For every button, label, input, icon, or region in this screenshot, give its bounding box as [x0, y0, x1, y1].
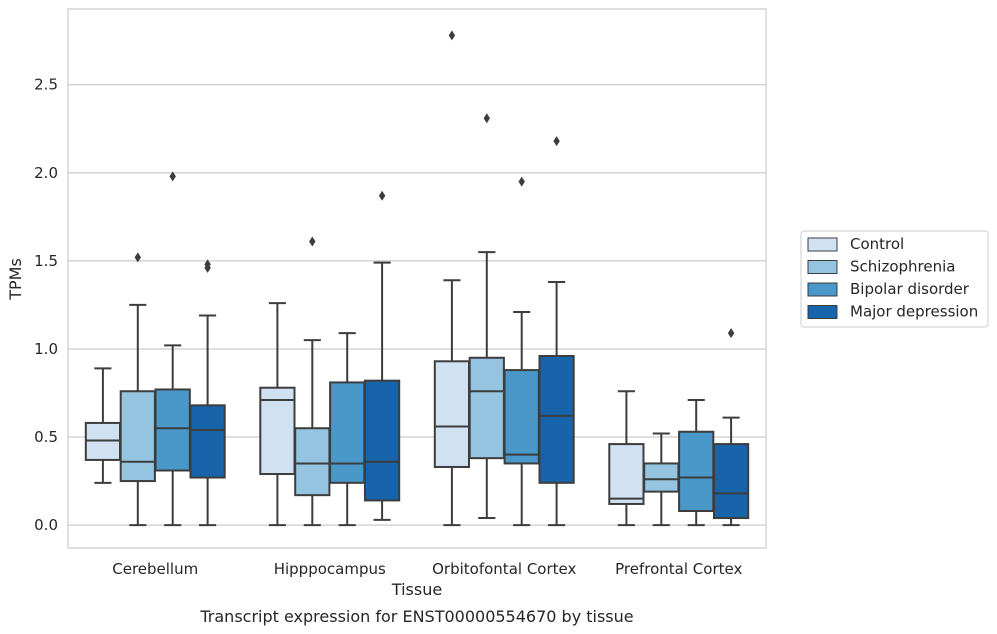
outlier-point [134, 252, 141, 263]
box-control [608, 390, 645, 527]
box-iqr [294, 427, 331, 497]
box-schizophrenia [294, 236, 331, 527]
box-major-depression [189, 259, 226, 527]
y-tick-label: 0.5 [34, 428, 58, 446]
x-axis-title: Tissue [391, 580, 442, 599]
y-tick-label: 1.5 [34, 252, 58, 270]
legend-swatch [807, 305, 838, 319]
box-major-depression [538, 136, 575, 527]
outlier-point [727, 328, 735, 339]
box-iqr [329, 381, 366, 484]
outlier-point [169, 171, 176, 182]
box-iqr [363, 379, 401, 502]
box-schizophrenia [119, 252, 156, 527]
x-tick-label: Cerebellum [112, 560, 198, 578]
outlier-point [309, 236, 316, 247]
box-iqr [503, 369, 540, 465]
box-iqr [678, 430, 715, 513]
outlier-point [448, 30, 456, 41]
box-control [84, 367, 122, 484]
box-control [433, 30, 471, 527]
y-tick-label: 1.0 [34, 340, 58, 358]
box-iqr [608, 443, 645, 505]
outlier-point [518, 176, 525, 187]
box-iqr [538, 355, 575, 484]
box-iqr [643, 462, 680, 493]
y-tick-labels: 0.0 0.5 1.0 1.5 2.0 2.5 [34, 76, 58, 534]
x-tick-label: Hipppocampus [274, 560, 386, 578]
plot-area-frame [67, 8, 767, 549]
legend-label: Control [850, 235, 904, 253]
legend-swatch [807, 282, 838, 297]
legend-label: Bipolar disorder [850, 280, 970, 298]
box-bipolar-disorder [503, 176, 540, 527]
outlier-point [378, 190, 386, 201]
legend-swatch [807, 237, 838, 252]
box-series [84, 30, 750, 527]
outlier-point [204, 259, 211, 270]
box-iqr [259, 386, 296, 476]
box-bipolar-disorder [154, 171, 191, 527]
legend-label: Major depression [850, 303, 978, 321]
x-tick-label: Prefrontal Cortex [615, 560, 742, 578]
y-tick-label: 2.0 [34, 164, 58, 182]
box-iqr [119, 390, 156, 483]
box-iqr [468, 356, 505, 460]
box-schizophrenia [468, 113, 505, 520]
y-tick-label: 0.0 [34, 516, 58, 534]
box-iqr [433, 360, 471, 468]
legend-swatch [807, 260, 838, 274]
outlier-point [483, 113, 490, 124]
x-tick-labels: Cerebellum Hipppocampus Orbitofontal Corte… [112, 560, 742, 578]
box-bipolar-disorder [678, 399, 715, 527]
legend: Control Schizophrenia Bipolar disorder Majo… [800, 230, 989, 328]
y-axis-title: TPMs [6, 258, 25, 301]
box-major-depression [712, 328, 750, 527]
legend-frame [800, 230, 989, 328]
box-iqr [154, 388, 191, 472]
box-bipolar-disorder [329, 332, 366, 527]
chart-caption: Transcript expression for ENST0000055467… [199, 607, 633, 626]
legend-items: Control Schizophrenia Bipolar disorder Majo… [807, 235, 978, 321]
box-iqr [712, 443, 750, 520]
outlier-point [553, 136, 560, 147]
box-major-depression [363, 190, 401, 521]
box-schizophrenia [643, 432, 680, 527]
x-tick-label: Orbitofontal Cortex [432, 560, 576, 578]
box-iqr [189, 404, 226, 479]
y-tick-label: 2.5 [34, 76, 58, 94]
box-control [259, 302, 296, 527]
legend-label: Schizophrenia [850, 258, 955, 276]
